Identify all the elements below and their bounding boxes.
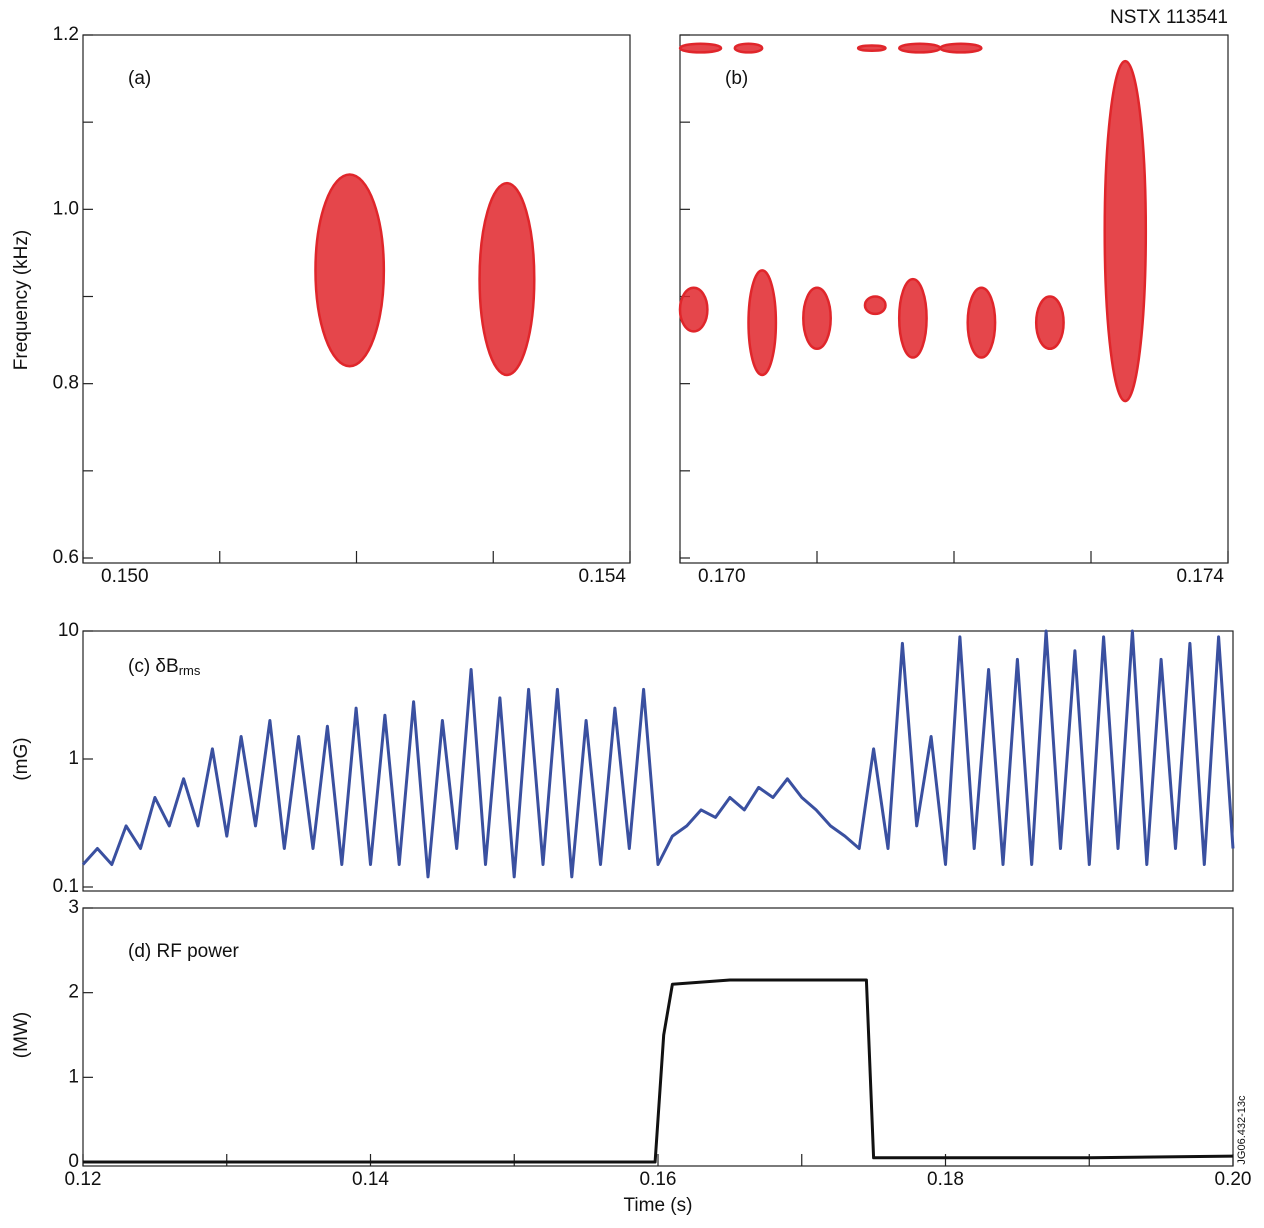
figure-id: JG06.432-13c bbox=[1236, 1095, 1248, 1165]
data-line bbox=[83, 978, 1234, 1164]
panel-label: (a) bbox=[128, 68, 151, 89]
mode-region bbox=[678, 286, 709, 333]
x-tick-label: 0.20 bbox=[1215, 1169, 1252, 1190]
x-tick-label: 0.174 bbox=[1176, 566, 1224, 587]
y-tick-label: 0.1 bbox=[53, 876, 79, 897]
y-tick-label: 0.8 bbox=[53, 373, 79, 394]
y-tick-label: 1.0 bbox=[53, 198, 79, 219]
x-tick-label: 0.12 bbox=[65, 1169, 102, 1190]
mode-region bbox=[678, 42, 723, 54]
mode-region bbox=[1103, 59, 1148, 403]
panel-label-subscript: rms bbox=[179, 663, 201, 678]
y-tick-label: 1 bbox=[68, 748, 79, 769]
y-axis-label: (mG) bbox=[11, 737, 32, 780]
y-tick-label: 0 bbox=[68, 1151, 79, 1172]
x-tick-label: 0.170 bbox=[698, 566, 746, 587]
x-tick-label: 0.18 bbox=[927, 1169, 964, 1190]
y-axis-label: (MW) bbox=[11, 1012, 32, 1058]
x-axis-label: Time (s) bbox=[624, 1195, 693, 1216]
y-tick-label: 1.2 bbox=[53, 24, 79, 45]
y-tick-label: 10 bbox=[58, 620, 79, 641]
y-tick-label: 3 bbox=[68, 897, 79, 918]
data-line bbox=[81, 629, 1235, 879]
mode-region bbox=[747, 269, 778, 377]
y-tick-label: 2 bbox=[68, 982, 79, 1003]
mode-region bbox=[856, 44, 887, 52]
y-tick-label: 0.6 bbox=[53, 547, 79, 568]
mode-region bbox=[733, 42, 764, 54]
mode-region bbox=[478, 181, 536, 377]
mode-region bbox=[314, 173, 386, 368]
y-axis-label: Frequency (kHz) bbox=[11, 230, 32, 370]
panel-label: (d) RF power bbox=[128, 941, 240, 962]
mode-region bbox=[1034, 295, 1065, 351]
panel-label: (b) bbox=[725, 68, 748, 89]
y-tick-label: 1 bbox=[68, 1066, 79, 1087]
shot-label: NSTX 113541 bbox=[1110, 7, 1228, 28]
x-tick-label: 0.16 bbox=[640, 1169, 677, 1190]
mode-region bbox=[897, 277, 928, 359]
x-tick-label: 0.154 bbox=[578, 566, 626, 587]
mode-region bbox=[897, 42, 942, 54]
plot-frame bbox=[82, 630, 1234, 892]
panel-label-text: (c) δB bbox=[128, 656, 179, 677]
panel-label: (c) δBrms bbox=[128, 656, 201, 678]
mode-region bbox=[939, 42, 983, 54]
mode-region bbox=[966, 286, 997, 359]
x-tick-label: 0.14 bbox=[352, 1169, 389, 1190]
x-tick-label: 0.150 bbox=[101, 566, 149, 587]
mode-region bbox=[802, 286, 832, 351]
mode-region bbox=[863, 295, 887, 316]
